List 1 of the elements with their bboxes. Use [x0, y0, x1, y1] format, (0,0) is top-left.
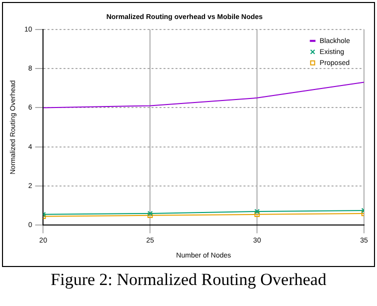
caption: Figure 2: Normalized Routing Overhead: [50, 270, 328, 290]
